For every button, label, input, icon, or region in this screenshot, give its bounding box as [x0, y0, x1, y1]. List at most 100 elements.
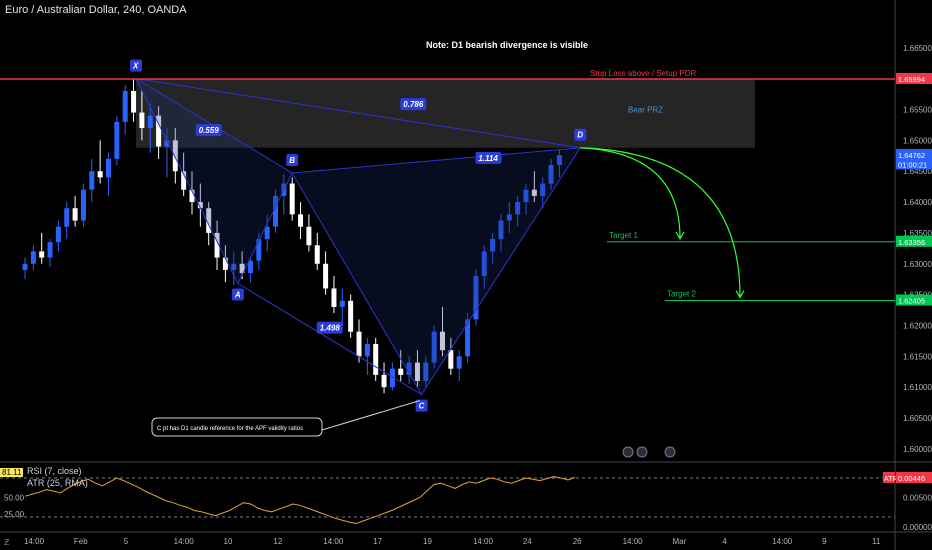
candle-body — [89, 171, 95, 190]
time-tick-label: 14:00 — [772, 537, 793, 546]
stop-loss-label: Stop Loss above / Setup PDR — [590, 69, 697, 78]
point-label-a: A — [234, 291, 241, 300]
price-tick-label: 1.65500 — [903, 105, 932, 114]
candle-body — [548, 165, 554, 184]
projection-arrow-1 — [580, 147, 681, 238]
price-label-text: 01:00:21 — [898, 160, 927, 169]
time-tick-label: 11 — [872, 537, 881, 546]
price-label-badge — [896, 158, 932, 170]
candle-body — [364, 344, 370, 357]
projection-arrow-2 — [580, 147, 741, 297]
candle-body — [156, 115, 162, 147]
price-label-text: 1.62405 — [898, 296, 925, 305]
projection-arrowhead-2 — [735, 290, 745, 299]
harmonic-bd-line — [292, 147, 581, 174]
event-icon[interactable] — [636, 446, 648, 458]
candle-body — [356, 331, 362, 357]
candle-body — [106, 158, 111, 178]
time-tick-label: 17 — [373, 537, 382, 546]
price-tick-label: 1.64500 — [903, 167, 932, 176]
candle-body — [214, 232, 220, 258]
candle-body — [373, 344, 379, 375]
candle-body — [55, 226, 61, 243]
timezone-icon[interactable]: Ƶ — [4, 538, 10, 547]
candle-body — [97, 171, 103, 178]
candle-body — [172, 140, 178, 172]
candle-body — [22, 263, 28, 270]
candle-body — [206, 208, 212, 233]
price-tick-label: 1.61500 — [903, 352, 932, 361]
point-label-x: X — [132, 62, 139, 71]
candle-body — [465, 319, 471, 357]
price-tick-label: 1.61000 — [903, 383, 932, 392]
candle-body — [440, 331, 445, 351]
point-badge-c — [415, 399, 428, 412]
time-tick-label: 14:00 — [24, 537, 45, 546]
candle-body — [47, 242, 53, 258]
price-label-text: 1.64762 — [898, 151, 925, 160]
projection-arrowhead-1 — [675, 231, 685, 241]
rsi-value-badge: 81.11 — [0, 468, 24, 477]
indicator-right-tick: 0.00500 — [903, 494, 932, 503]
prz-zone — [136, 78, 755, 148]
candle-body — [239, 263, 245, 274]
candle-body — [456, 356, 462, 369]
event-icon[interactable] — [622, 446, 634, 458]
candle-body — [498, 220, 504, 240]
candle-body — [222, 257, 228, 270]
ratio-label: 0.559 — [199, 126, 220, 135]
candle-body — [348, 300, 354, 332]
candle-body — [147, 115, 153, 128]
atr-badge-bg — [883, 472, 895, 483]
time-tick-label: 24 — [523, 537, 532, 546]
harmonic-xd-line — [135, 78, 581, 149]
candle-body — [80, 189, 86, 221]
atr-label: ATR (25, RMA) — [27, 478, 88, 488]
candle-body — [314, 245, 320, 264]
candle-body — [381, 374, 387, 388]
price-tick-label: 1.60000 — [903, 445, 932, 454]
candle-body — [473, 276, 479, 320]
candle-body — [323, 263, 329, 289]
candle-body — [515, 202, 521, 215]
candle-body — [139, 112, 145, 128]
candle-body — [431, 331, 437, 363]
price-tick-label: 1.60500 — [903, 414, 932, 423]
chart-note: Note: D1 bearish divergence is visible — [426, 40, 589, 50]
point-badge-b — [286, 154, 299, 167]
price-label-badge — [896, 149, 932, 161]
candle-body — [197, 202, 203, 209]
candle-body — [398, 368, 404, 375]
candle-body — [72, 208, 78, 221]
candle-body — [298, 214, 304, 227]
atr-badge: ATR — [884, 476, 897, 483]
point-badge-x — [130, 59, 143, 72]
price-label-badge — [896, 294, 932, 306]
candle-body — [64, 208, 70, 227]
time-tick-label: 26 — [573, 537, 582, 546]
candle-body — [339, 300, 345, 307]
candle-body — [481, 251, 487, 277]
point-label-c: C — [419, 402, 425, 411]
time-tick-label: 9 — [822, 537, 827, 546]
time-tick-label: 14:00 — [174, 537, 195, 546]
prz-label: Bear PRZ — [628, 106, 663, 115]
target-label-2: Target 2 — [667, 289, 696, 298]
candle-body — [506, 214, 512, 221]
price-label-text: 1.63356 — [898, 238, 925, 247]
candle-body — [540, 183, 546, 196]
price-tick-label: 1.66500 — [903, 44, 932, 53]
time-tick-label: 14:00 — [323, 537, 344, 546]
time-tick-label: Mar — [672, 537, 686, 546]
ratio-badge — [400, 98, 427, 111]
candle-body — [231, 263, 237, 270]
time-tick-label: 4 — [722, 537, 727, 546]
rsi-line — [24, 476, 576, 525]
symbol-title: Euro / Australian Dollar, 240, OANDA — [5, 4, 187, 16]
harmonic-xab-fill — [136, 78, 293, 284]
ratio-label: 1.498 — [320, 324, 341, 333]
indicator-left-tick: 50.00 — [4, 494, 25, 503]
time-tick-label: 14:00 — [623, 537, 644, 546]
event-icon[interactable] — [664, 446, 676, 458]
